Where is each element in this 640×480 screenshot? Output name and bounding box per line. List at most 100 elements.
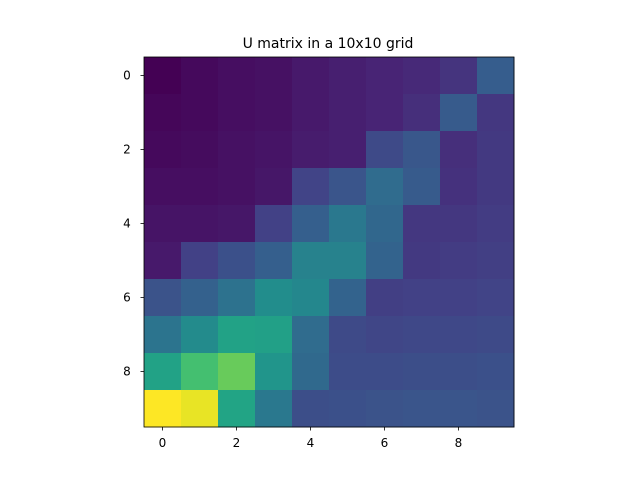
heatmap-cell-r8-c9 bbox=[477, 353, 515, 391]
heatmap-cell-r2-c0 bbox=[144, 131, 182, 169]
heatmap-cell-r7-c9 bbox=[477, 316, 515, 354]
heatmap-cell-r4-c3 bbox=[255, 205, 293, 243]
heatmap-cell-r3-c3 bbox=[255, 168, 293, 206]
heatmap-cell-r2-c2 bbox=[218, 131, 256, 169]
heatmap-cell-r5-c5 bbox=[329, 242, 367, 280]
heatmap-cell-r9-c2 bbox=[218, 390, 256, 428]
y-tick-label-0: 0 bbox=[123, 69, 131, 83]
chart-title: U matrix in a 10x10 grid bbox=[243, 36, 414, 52]
heatmap-cell-r7-c5 bbox=[329, 316, 367, 354]
heatmap-cell-r6-c4 bbox=[292, 279, 330, 317]
y-tick-label-8: 8 bbox=[123, 365, 131, 379]
heatmap-cell-r5-c9 bbox=[477, 242, 515, 280]
heatmap-cell-r6-c7 bbox=[403, 279, 441, 317]
heatmap-cell-r9-c4 bbox=[292, 390, 330, 428]
plot-frame bbox=[143, 56, 515, 428]
heatmap-cell-r5-c7 bbox=[403, 242, 441, 280]
heatmap-cell-r5-c1 bbox=[181, 242, 219, 280]
y-tick-label-2: 2 bbox=[123, 143, 131, 157]
heatmap-cell-r0-c7 bbox=[403, 57, 441, 95]
heatmap-cell-r5-c4 bbox=[292, 242, 330, 280]
heatmap-cell-r8-c5 bbox=[329, 353, 367, 391]
heatmap-cell-r1-c1 bbox=[181, 94, 219, 132]
heatmap-cell-r6-c0 bbox=[144, 279, 182, 317]
heatmap-cell-r2-c8 bbox=[440, 131, 478, 169]
heatmap-cell-r2-c3 bbox=[255, 131, 293, 169]
heatmap-cell-r3-c6 bbox=[366, 168, 404, 206]
heatmap-cell-r3-c5 bbox=[329, 168, 367, 206]
heatmap-cell-r4-c0 bbox=[144, 205, 182, 243]
heatmap-cell-r4-c1 bbox=[181, 205, 219, 243]
heatmap-cell-r1-c8 bbox=[440, 94, 478, 132]
heatmap-cell-r3-c7 bbox=[403, 168, 441, 206]
heatmap-cell-r5-c3 bbox=[255, 242, 293, 280]
heatmap-cell-r6-c1 bbox=[181, 279, 219, 317]
heatmap-cell-r2-c5 bbox=[329, 131, 367, 169]
heatmap-cell-r0-c5 bbox=[329, 57, 367, 95]
heatmap-cell-r2-c7 bbox=[403, 131, 441, 169]
heatmap-cell-r4-c6 bbox=[366, 205, 404, 243]
heatmap-cell-r8-c3 bbox=[255, 353, 293, 391]
x-tick-label-6: 6 bbox=[381, 436, 389, 450]
heatmap-cell-r7-c0 bbox=[144, 316, 182, 354]
heatmap-cell-r6-c6 bbox=[366, 279, 404, 317]
heatmap-cell-r5-c2 bbox=[218, 242, 256, 280]
heatmap-cell-r1-c5 bbox=[329, 94, 367, 132]
heatmap-cell-r4-c9 bbox=[477, 205, 515, 243]
heatmap-cell-r0-c0 bbox=[144, 57, 182, 95]
heatmap-cell-r9-c0 bbox=[144, 390, 182, 428]
heatmap-cell-r7-c8 bbox=[440, 316, 478, 354]
heatmap-cells bbox=[144, 57, 515, 428]
heatmap-cell-r2-c1 bbox=[181, 131, 219, 169]
heatmap-cell-r7-c1 bbox=[181, 316, 219, 354]
heatmap-cell-r2-c6 bbox=[366, 131, 404, 169]
heatmap-cell-r1-c6 bbox=[366, 94, 404, 132]
heatmap-cell-r9-c5 bbox=[329, 390, 367, 428]
x-tick-label-8: 8 bbox=[455, 436, 463, 450]
heatmap-cell-r5-c6 bbox=[366, 242, 404, 280]
heatmap-cell-r1-c9 bbox=[477, 94, 515, 132]
heatmap-cell-r9-c8 bbox=[440, 390, 478, 428]
heatmap-cell-r4-c2 bbox=[218, 205, 256, 243]
heatmap-cell-r4-c5 bbox=[329, 205, 367, 243]
axis-ticks: 0 2 4 6 8 0 2 4 6 8 bbox=[123, 69, 462, 451]
heatmap-cell-r9-c3 bbox=[255, 390, 293, 428]
heatmap-cell-r4-c4 bbox=[292, 205, 330, 243]
y-tick-label-4: 4 bbox=[123, 217, 131, 231]
heatmap-cell-r3-c1 bbox=[181, 168, 219, 206]
heatmap-cell-r8-c4 bbox=[292, 353, 330, 391]
heatmap-cell-r7-c4 bbox=[292, 316, 330, 354]
x-tick-label-2: 2 bbox=[233, 436, 241, 450]
heatmap-cell-r7-c7 bbox=[403, 316, 441, 354]
heatmap-cell-r6-c3 bbox=[255, 279, 293, 317]
heatmap-cell-r6-c9 bbox=[477, 279, 515, 317]
heatmap-cell-r3-c2 bbox=[218, 168, 256, 206]
heatmap-cell-r0-c2 bbox=[218, 57, 256, 95]
heatmap-cell-r4-c7 bbox=[403, 205, 441, 243]
heatmap-cell-r1-c7 bbox=[403, 94, 441, 132]
heatmap-cell-r1-c2 bbox=[218, 94, 256, 132]
heatmap-cell-r6-c2 bbox=[218, 279, 256, 317]
heatmap-cell-r2-c4 bbox=[292, 131, 330, 169]
heatmap-cell-r3-c0 bbox=[144, 168, 182, 206]
heatmap-cell-r7-c3 bbox=[255, 316, 293, 354]
heatmap-cell-r8-c7 bbox=[403, 353, 441, 391]
heatmap-cell-r1-c4 bbox=[292, 94, 330, 132]
heatmap-cell-r9-c1 bbox=[181, 390, 219, 428]
heatmap-cell-r7-c6 bbox=[366, 316, 404, 354]
heatmap-cell-r0-c1 bbox=[181, 57, 219, 95]
heatmap-cell-r0-c4 bbox=[292, 57, 330, 95]
heatmap-cell-r7-c2 bbox=[218, 316, 256, 354]
heatmap-cell-r9-c6 bbox=[366, 390, 404, 428]
heatmap-cell-r8-c8 bbox=[440, 353, 478, 391]
heatmap-cell-r1-c3 bbox=[255, 94, 293, 132]
heatmap-cell-r0-c8 bbox=[440, 57, 478, 95]
heatmap-cell-r1-c0 bbox=[144, 94, 182, 132]
x-tick-label-0: 0 bbox=[159, 436, 167, 450]
heatmap-cell-r0-c9 bbox=[477, 57, 515, 95]
heatmap-cell-r9-c9 bbox=[477, 390, 515, 428]
heatmap-cell-r4-c8 bbox=[440, 205, 478, 243]
heatmap-cell-r6-c8 bbox=[440, 279, 478, 317]
y-tick-label-6: 6 bbox=[123, 291, 131, 305]
